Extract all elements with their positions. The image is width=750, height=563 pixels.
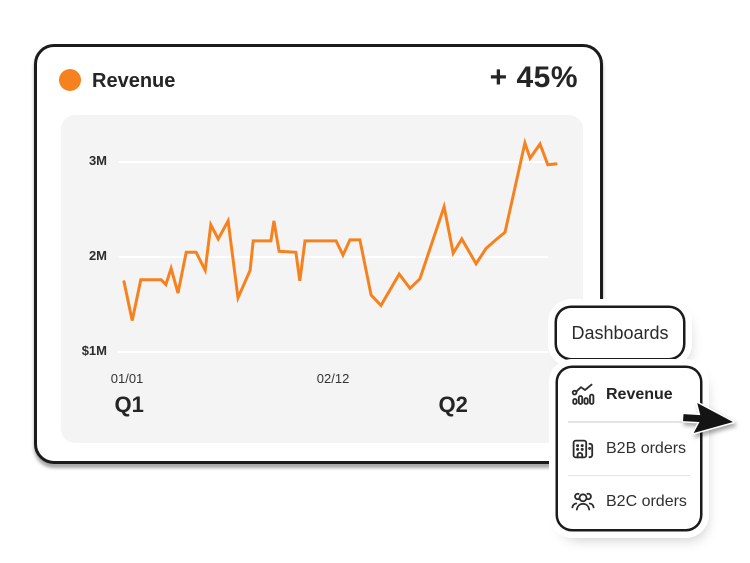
quarter-label-q2: Q2 [438, 392, 468, 417]
revenue-chart-panel: 3M 2M $1M 01/01 02/12 Q1 Q2 [61, 115, 583, 443]
x-tick-label-0212: 02/12 [316, 371, 350, 386]
dashboards-button[interactable]: Dashboards [557, 308, 683, 358]
quarter-label-q1: Q1 [114, 392, 144, 417]
revenue-card: Revenue + 45% 3M 2M $1M 01/01 02/12 Q1 Q… [34, 44, 603, 464]
bar-chart-trend-icon [571, 383, 595, 405]
menu-item-revenue[interactable]: Revenue [558, 369, 700, 421]
people-icon [571, 492, 595, 511]
y-tick-label-2m: 2M [88, 248, 107, 263]
menu-item-b2c-orders[interactable]: B2C orders [558, 476, 700, 528]
building-icon [572, 439, 594, 458]
menu-item-b2b-orders[interactable]: B2B orders [558, 423, 700, 475]
x-tick-label-0101: 01/01 [110, 371, 144, 386]
menu-item-label: B2B orders [606, 439, 687, 457]
dashboards-menu: Revenue B2B orders B2C orders [558, 368, 700, 529]
revenue-line-chart [118, 137, 558, 353]
menu-item-label: B2C orders [606, 493, 687, 510]
menu-item-label: Revenue [606, 386, 673, 403]
menu-divider [568, 421, 690, 423]
menu-divider [568, 474, 690, 476]
y-tick-label-1m: $1M [81, 343, 107, 358]
dashboards-button-label: Dashboards [571, 322, 669, 343]
change-badge: + 45% [489, 61, 578, 94]
card-title: Revenue [92, 70, 176, 92]
y-tick-label-3m: 3M [88, 153, 107, 168]
series-color-dot-icon [59, 69, 81, 91]
